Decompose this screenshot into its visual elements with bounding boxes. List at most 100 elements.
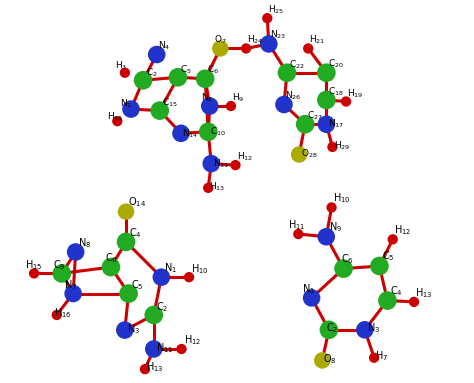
Point	[328, 144, 336, 150]
Text: H$_{19}$: H$_{19}$	[347, 87, 364, 100]
Point	[301, 121, 309, 127]
Point	[342, 98, 350, 105]
Text: C$_{6}$: C$_{6}$	[207, 64, 219, 76]
Text: N$_{23}$: N$_{23}$	[270, 29, 287, 41]
Point	[127, 106, 135, 112]
Point	[340, 265, 347, 272]
Text: N$_{3}$: N$_{3}$	[128, 322, 140, 336]
Text: H$_{12}$: H$_{12}$	[394, 223, 411, 237]
Text: C$_{10}$: C$_{10}$	[210, 126, 226, 139]
Point	[58, 270, 65, 277]
Point	[319, 357, 326, 363]
Text: H$_{10}$: H$_{10}$	[333, 191, 350, 205]
Text: H$_{21}$: H$_{21}$	[310, 34, 326, 46]
Text: C$_{2}$: C$_{2}$	[326, 321, 339, 335]
Point	[153, 51, 161, 57]
Point	[114, 118, 121, 124]
Point	[201, 76, 209, 82]
Text: N$_{14}$: N$_{14}$	[182, 128, 199, 140]
Text: H$_{29}$: H$_{29}$	[334, 140, 350, 152]
Text: C$_{2}$: C$_{2}$	[146, 67, 157, 79]
Text: H$_{25}$: H$_{25}$	[268, 3, 284, 16]
Text: O$_{14}$: O$_{14}$	[128, 195, 146, 209]
Text: H$_{3}$: H$_{3}$	[115, 59, 127, 72]
Text: N$_{9}$: N$_{9}$	[329, 220, 342, 234]
Text: N$_{1}$: N$_{1}$	[164, 261, 177, 275]
Point	[204, 185, 212, 191]
Text: N$_{8}$: N$_{8}$	[78, 236, 91, 250]
Text: N$_{11}$: N$_{11}$	[213, 157, 229, 170]
Text: H$_{12}$: H$_{12}$	[237, 151, 253, 163]
Point	[208, 160, 215, 167]
Text: C$_{6}$: C$_{6}$	[341, 252, 354, 266]
Text: H$_{24}$: H$_{24}$	[247, 34, 264, 46]
Point	[361, 327, 369, 333]
Point	[280, 101, 288, 108]
Point	[185, 274, 193, 280]
Point	[410, 299, 418, 305]
Text: O$_{8}$: O$_{8}$	[323, 352, 337, 366]
Point	[139, 77, 147, 83]
Point	[206, 103, 213, 109]
Point	[264, 15, 271, 21]
Point	[242, 46, 250, 52]
Text: C$_{2}$: C$_{2}$	[156, 300, 169, 314]
Point	[72, 249, 80, 255]
Point	[383, 298, 391, 304]
Point	[122, 239, 130, 245]
Text: N$_{3}$: N$_{3}$	[367, 321, 380, 335]
Point	[30, 270, 38, 277]
Text: C$_{5}$: C$_{5}$	[180, 64, 191, 76]
Text: H$_{13}$: H$_{13}$	[415, 286, 433, 300]
Text: C$_{4}$: C$_{4}$	[390, 285, 402, 298]
Point	[323, 97, 330, 103]
Point	[323, 121, 330, 127]
Point	[328, 205, 335, 211]
Text: C$_{5}$: C$_{5}$	[382, 249, 394, 264]
Text: O$_{28}$: O$_{28}$	[301, 147, 317, 160]
Point	[265, 41, 273, 47]
Text: N$_{8}$: N$_{8}$	[201, 91, 213, 104]
Text: N$_{1}$: N$_{1}$	[120, 98, 133, 110]
Text: H$_{16}$: H$_{16}$	[107, 111, 124, 123]
Point	[157, 274, 165, 280]
Point	[370, 355, 378, 361]
Text: C$_{4}$: C$_{4}$	[128, 226, 141, 240]
Point	[121, 70, 129, 76]
Point	[174, 74, 182, 80]
Text: C$_{6}$: C$_{6}$	[105, 251, 118, 265]
Text: N$_{17}$: N$_{17}$	[328, 118, 345, 130]
Text: C$_{5}$: C$_{5}$	[131, 278, 144, 292]
Text: N$_{7}$: N$_{7}$	[64, 278, 77, 291]
Point	[122, 209, 130, 215]
Text: C$_{27}$: C$_{27}$	[307, 110, 323, 123]
Point	[304, 46, 312, 52]
Text: C$_{22}$: C$_{22}$	[289, 58, 304, 71]
Point	[294, 231, 302, 237]
Point	[178, 346, 185, 352]
Point	[69, 290, 77, 296]
Text: H$_{11}$: H$_{11}$	[288, 219, 306, 232]
Point	[227, 103, 235, 109]
Text: H$_{9}$: H$_{9}$	[232, 92, 245, 104]
Point	[177, 130, 185, 136]
Text: C$_{18}$: C$_{18}$	[328, 86, 344, 98]
Point	[232, 162, 239, 168]
Text: H$_{10}$: H$_{10}$	[191, 262, 209, 276]
Point	[322, 234, 330, 240]
Point	[141, 366, 149, 372]
Text: C$_{9}$: C$_{9}$	[53, 258, 66, 272]
Point	[389, 236, 397, 242]
Text: N$_{4}$: N$_{4}$	[158, 39, 171, 51]
Point	[156, 108, 164, 114]
Point	[125, 290, 132, 296]
Text: H$_{12}$: H$_{12}$	[183, 334, 201, 347]
Text: H$_{15}$: H$_{15}$	[25, 258, 42, 272]
Text: H$_{7}$: H$_{7}$	[375, 349, 388, 363]
Text: H$_{16}$: H$_{16}$	[54, 306, 72, 320]
Text: H$_{13}$: H$_{13}$	[146, 360, 164, 374]
Text: N$_{1}$: N$_{1}$	[301, 282, 315, 296]
Point	[283, 70, 291, 76]
Point	[150, 312, 157, 318]
Point	[53, 312, 61, 318]
